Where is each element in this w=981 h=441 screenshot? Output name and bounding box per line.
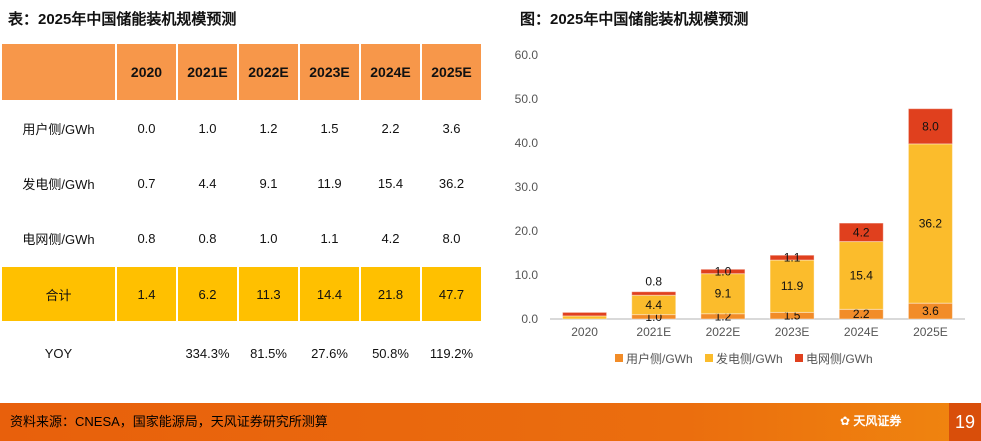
y-tick-label: 20.0 xyxy=(515,224,539,238)
table-cell: 50.8% xyxy=(359,321,422,385)
header-cell: 2023E xyxy=(298,42,361,102)
table-cell: 2.2 xyxy=(359,100,422,157)
header-cell: 2024E xyxy=(359,42,422,102)
data-label: 4.2 xyxy=(853,225,870,239)
data-label: 0.8 xyxy=(645,275,662,289)
table-cell xyxy=(115,321,178,385)
header-cell: 2020 xyxy=(115,42,178,102)
table-cell: 14.4 xyxy=(298,265,361,323)
data-label: 11.9 xyxy=(781,279,804,293)
y-tick-label: 30.0 xyxy=(515,180,539,194)
row-label: YOY xyxy=(0,321,117,385)
page-number: 19 xyxy=(949,403,981,441)
stacked-bar-chart: 0.0 10.0 20.0 30.0 40.0 50.0 60.0 2020 1.0 4.4 0.8… xyxy=(515,48,965,366)
logo-text: 天风证券 xyxy=(853,414,902,428)
y-tick-label: 60.0 xyxy=(515,48,539,62)
header-cell: 2022E xyxy=(237,42,300,102)
table-cell: 9.1 xyxy=(237,155,300,212)
bar-segment xyxy=(700,273,746,315)
table-cell: 21.8 xyxy=(359,265,422,323)
legend-swatch xyxy=(795,354,803,362)
y-tick-label: 10.0 xyxy=(515,268,539,282)
bar-segment xyxy=(838,241,884,310)
data-label: 1.1 xyxy=(784,251,801,265)
table-cell: 8.0 xyxy=(420,210,483,267)
footer: 资料来源：CNESA，国家能源局，天风证券研究所测算 ✿ 天风证券 19 xyxy=(0,403,981,441)
table-cell: 27.6% xyxy=(298,321,361,385)
table-row: 电网侧/GWh 0.8 0.8 1.0 1.1 4.2 8.0 xyxy=(0,210,483,267)
y-tick-label: 40.0 xyxy=(515,136,539,150)
table-cell: 1.5 xyxy=(298,100,361,157)
x-tick-label: 2021E xyxy=(636,325,671,339)
legend-swatch xyxy=(615,354,623,362)
row-label: 电网侧/GWh xyxy=(0,210,117,267)
table-cell: 15.4 xyxy=(359,155,422,212)
table-cell: 1.4 xyxy=(115,265,178,323)
table-cell: 0.8 xyxy=(176,210,239,267)
table-cell: 119.2% xyxy=(420,321,483,385)
table-cell: 81.5% xyxy=(237,321,300,385)
table-row: 用户侧/GWh 0.0 1.0 1.2 1.5 2.2 3.6 xyxy=(0,100,483,157)
forecast-table: 2020 2021E 2022E 2023E 2024E 2025E 用户侧/GWh 0.0 1… xyxy=(0,42,483,385)
data-label: 36.2 xyxy=(919,217,943,231)
x-tick-label: 2023E xyxy=(775,325,810,339)
bar-segment xyxy=(562,311,608,317)
y-tick-label: 0.0 xyxy=(521,312,538,326)
table-cell: 11.9 xyxy=(298,155,361,212)
table-row: 发电侧/GWh 0.7 4.4 9.1 11.9 15.4 36.2 xyxy=(0,155,483,212)
source-note: 资料来源：CNESA，国家能源局，天风证券研究所测算 xyxy=(10,414,328,429)
table-cell: 36.2 xyxy=(420,155,483,212)
row-label: 发电侧/GWh xyxy=(0,155,117,212)
x-tick-label: 2022E xyxy=(706,325,741,339)
bar-segment xyxy=(769,254,815,261)
table-cell: 4.4 xyxy=(176,155,239,212)
legend-swatch xyxy=(705,354,713,362)
table-row: 合计 1.4 6.2 11.3 14.4 21.8 47.7 xyxy=(0,265,483,323)
table-cell: 47.7 xyxy=(420,265,483,323)
table-cell: 6.2 xyxy=(176,265,239,323)
table-cell: 1.2 xyxy=(237,100,300,157)
table-header: 2020 2021E 2022E 2023E 2024E 2025E xyxy=(0,42,483,102)
bar-segment xyxy=(838,222,884,243)
table-title: 表：2025年中国储能装机规模预测 xyxy=(8,11,237,28)
table-cell: 0.0 xyxy=(115,100,178,157)
legend-label: 电网侧/GWh xyxy=(806,352,873,366)
row-label: 合计 xyxy=(0,265,117,323)
table-cell: 11.3 xyxy=(237,265,300,323)
company-logo: ✿ 天风证券 xyxy=(840,414,902,428)
header-cell xyxy=(0,42,117,102)
data-label: 9.1 xyxy=(715,287,732,301)
bar-segment xyxy=(700,268,746,275)
x-tick-label: 2020 xyxy=(571,325,598,339)
table-cell: 1.0 xyxy=(176,100,239,157)
data-label: 3.6 xyxy=(922,304,939,318)
data-label: 8.0 xyxy=(922,119,939,133)
table-cell: 3.6 xyxy=(420,100,483,157)
x-tick-label: 2025E xyxy=(913,325,948,339)
y-tick-label: 50.0 xyxy=(515,92,539,106)
bar-segment xyxy=(907,143,953,304)
table-row: YOY 334.3% 81.5% 27.6% 50.8% 119.2% xyxy=(0,321,483,385)
legend-label: 用户侧/GWh xyxy=(626,351,693,366)
bar-segment xyxy=(562,315,608,320)
x-tick-label: 2024E xyxy=(844,325,879,339)
bar-segment xyxy=(631,291,677,296)
table-cell: 1.1 xyxy=(298,210,361,267)
data-label: 4.4 xyxy=(645,298,662,312)
data-label: 15.4 xyxy=(850,268,874,282)
table-cell: 1.0 xyxy=(237,210,300,267)
data-label: 1.0 xyxy=(715,264,732,278)
table-cell: 0.7 xyxy=(115,155,178,212)
row-label: 用户侧/GWh xyxy=(0,100,117,157)
bar-segment xyxy=(769,259,815,313)
bar-segment xyxy=(907,108,953,145)
table-cell: 4.2 xyxy=(359,210,422,267)
data-label: 2.2 xyxy=(853,307,870,321)
legend-label: 发电侧/GWh xyxy=(716,351,783,366)
table-cell: 334.3% xyxy=(176,321,239,385)
table-cell: 0.8 xyxy=(115,210,178,267)
header-cell: 2025E xyxy=(420,42,483,102)
chart-title: 图：2025年中国储能装机规模预测 xyxy=(520,11,749,28)
header-cell: 2021E xyxy=(176,42,239,102)
